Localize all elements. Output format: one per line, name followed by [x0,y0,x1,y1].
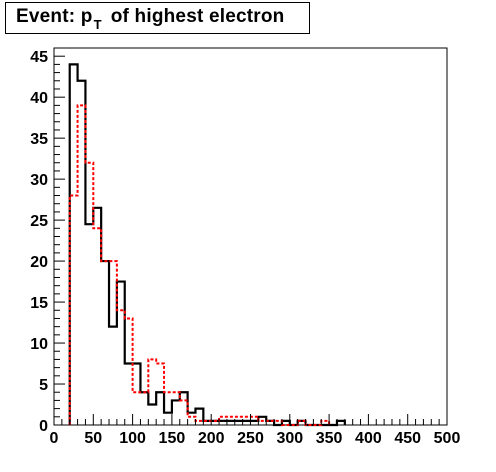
x-tick-label: 100 [119,430,146,447]
series-layer [68,63,346,427]
x-tick-label: 450 [394,430,421,447]
chart-title: Event: pT of highest electron [16,6,285,32]
y-tick-label: 0 [39,418,48,435]
chart-title-box: Event: pT of highest electron [5,2,310,34]
y-tick-label: 15 [30,295,48,312]
y-tick-label: 5 [39,377,48,394]
x-tick-label: 150 [159,430,186,447]
x-tick-label: 0 [50,430,59,447]
x-tick-label: 400 [355,430,382,447]
y-tick-label: 30 [30,172,48,189]
black-solid-series [68,63,346,427]
plot-frame [53,47,448,426]
red-dashed-series [68,104,331,426]
y-tick-label: 25 [30,213,48,230]
x-tick-label: 300 [276,430,303,447]
x-tick-label: 50 [84,430,102,447]
axis-layer: 0 50 100 150 200 250 300 350 400 450 500 0 5 10 15 20 25… [30,49,460,447]
y-tick-label: 35 [30,131,48,148]
x-tick-label: 250 [237,430,264,447]
x-tick-label: 200 [198,430,225,447]
title-prefix: Event: p [16,6,93,27]
x-tick-label: 500 [434,430,461,447]
y-tick-label: 20 [30,254,48,271]
title-subscript: T [93,17,102,32]
y-tick-label: 40 [30,90,48,107]
x-tick-label: 350 [316,430,343,447]
y-tick-label: 10 [30,336,48,353]
y-tick-label: 45 [30,49,48,66]
title-suffix: of highest electron [110,6,285,27]
